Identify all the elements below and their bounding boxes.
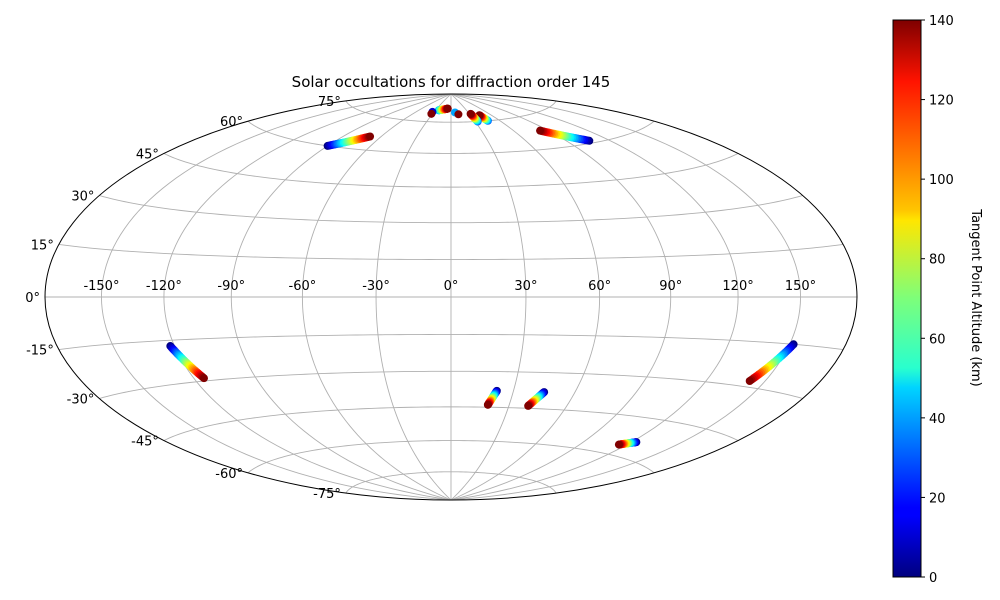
graticule — [45, 94, 857, 500]
occultation-point — [466, 109, 475, 118]
occultation-point — [483, 400, 492, 409]
colorbar-tick-label: 120 — [929, 94, 954, 109]
occultation-point — [443, 104, 452, 113]
occultation-points — [166, 104, 798, 449]
parallel-gridline — [58, 334, 844, 350]
latitude-tick-label: 30° — [71, 190, 94, 205]
latitude-tick-label: 60° — [220, 115, 243, 130]
colorbar — [892, 19, 922, 578]
occultation-point — [536, 126, 545, 135]
longitude-tick-label: 30° — [514, 279, 537, 294]
latitude-tick-label: 75° — [318, 95, 341, 110]
parallel-gridline — [247, 440, 655, 474]
latitude-tick-label: -60° — [215, 467, 243, 482]
longitude-tick-label: 120° — [722, 279, 753, 294]
colorbar-tick-label: 20 — [929, 491, 946, 506]
colorbar-tick-label: 0 — [929, 571, 937, 586]
occultation-point — [614, 440, 623, 449]
longitude-tick-label: 60° — [588, 279, 611, 294]
chart-title: Solar occultations for diffraction order… — [292, 73, 611, 91]
longitude-tick-label: -90° — [217, 279, 245, 294]
latitude-tick-labels: -75° -60° -45° -30° -15° 0° 15° 30° 45° 60° 75° — [25, 95, 341, 502]
latitude-tick-label: 15° — [31, 238, 54, 253]
occultation-point — [199, 374, 208, 383]
colorbar-label: Tangent Point Altitude (km) — [968, 208, 983, 386]
latitude-tick-label: -75° — [313, 487, 341, 502]
longitude-tick-label: -150° — [83, 279, 119, 294]
longitude-tick-label: -60° — [289, 279, 317, 294]
parallel-gridline — [99, 195, 803, 224]
latitude-tick-label: 0° — [25, 291, 40, 306]
colorbar-tick-label: 40 — [929, 412, 946, 427]
longitude-tick-label: -30° — [362, 279, 390, 294]
parallel-gridline — [99, 370, 803, 399]
colorbar-ticks: 0 20 40 60 80 100 120 140 — [921, 14, 954, 586]
latitude-tick-label: -15° — [26, 344, 54, 359]
occultation-point — [745, 376, 754, 385]
parallel-gridline — [163, 406, 739, 441]
occultation-point — [524, 401, 533, 410]
colorbar-tick-label: 140 — [929, 14, 954, 29]
parallel-gridline — [345, 471, 557, 494]
longitude-tick-label: 0° — [444, 279, 459, 294]
colorbar-tick-label: 100 — [929, 173, 954, 188]
globe-outline — [44, 93, 858, 501]
occultation-point — [454, 110, 463, 119]
longitude-tick-labels: -150° -120° -90° -60° -30° 0° 30° 60° 90° 120° 150… — [83, 279, 816, 294]
latitude-tick-label: -30° — [67, 393, 95, 408]
colorbar-tick-label: 80 — [929, 253, 946, 268]
latitude-tick-label: 45° — [136, 147, 159, 162]
parallel-gridline — [247, 120, 655, 154]
colorbar-tick-label: 60 — [929, 332, 946, 347]
occultation-point — [427, 109, 436, 118]
parallel-gridline — [58, 244, 844, 260]
parallel-gridline — [163, 153, 739, 188]
longitude-tick-label: 150° — [785, 279, 816, 294]
longitude-tick-label: 90° — [659, 279, 682, 294]
occultation-point — [366, 132, 375, 141]
latitude-tick-label: -45° — [131, 435, 159, 450]
longitude-tick-label: -120° — [146, 279, 182, 294]
parallel-gridline — [345, 100, 557, 123]
